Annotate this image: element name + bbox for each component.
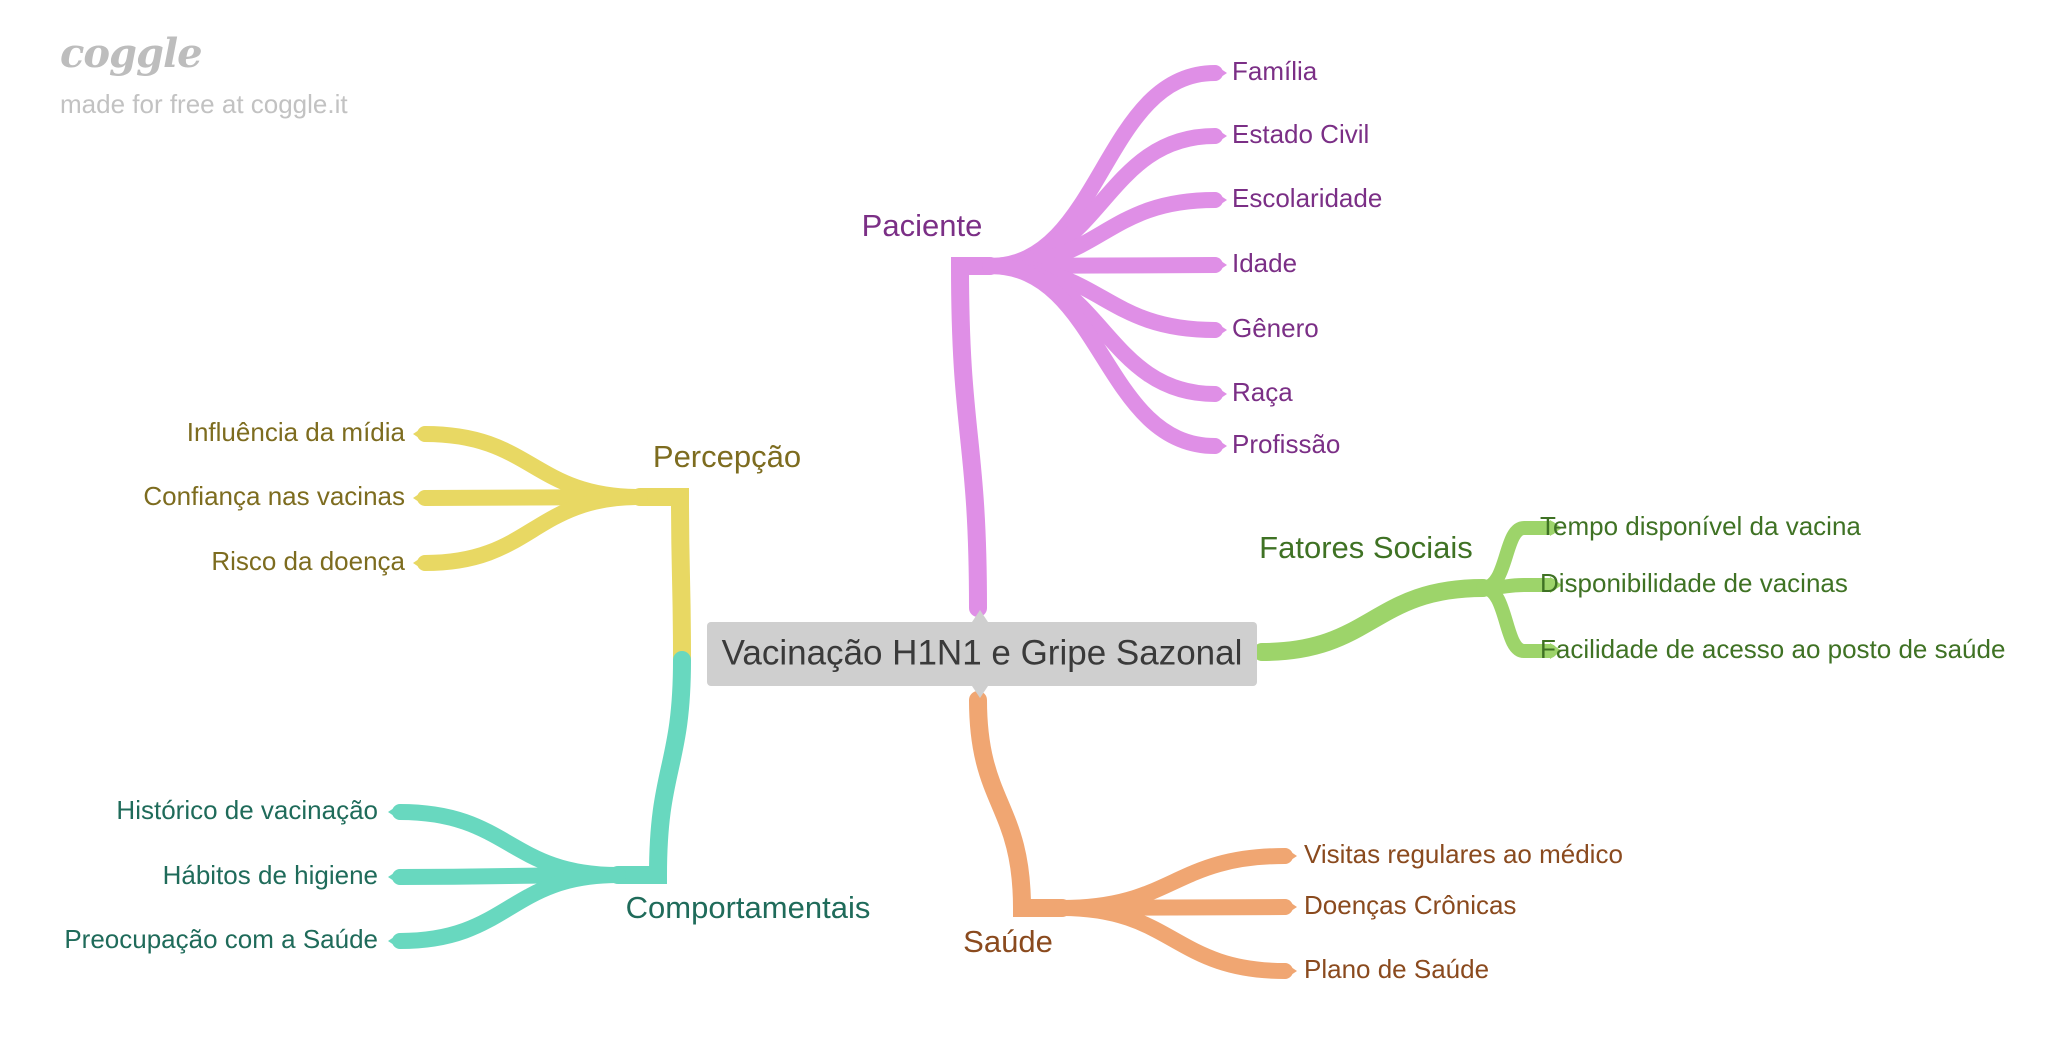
estado-civil-tip bbox=[1215, 128, 1227, 144]
branch-saude-label[interactable]: Saúde bbox=[963, 924, 1053, 959]
habitos-de-higiene-tip bbox=[388, 869, 400, 885]
confianca-nas-vacinas-tip bbox=[413, 490, 425, 506]
estado-civil-label[interactable]: Estado Civil bbox=[1232, 119, 1369, 149]
familia-tip bbox=[1215, 65, 1227, 81]
disponibilidade-de-vacinas-label[interactable]: Disponibilidade de vacinas bbox=[1540, 568, 1848, 598]
visitas-regulares-ao-medico-label[interactable]: Visitas regulares ao médico bbox=[1304, 839, 1623, 869]
historico-de-vacinacao-connector bbox=[392, 804, 626, 883]
risco-da-doenca-connector bbox=[417, 489, 648, 571]
branch-percepcao-label[interactable]: Percepção bbox=[653, 439, 801, 474]
profissao-label[interactable]: Profissão bbox=[1232, 429, 1340, 459]
branch-paciente-label[interactable]: Paciente bbox=[862, 208, 983, 243]
profissao-connector bbox=[982, 258, 1223, 454]
raca-tip bbox=[1215, 386, 1227, 402]
preocupacao-com-a-saude-label[interactable]: Preocupação com a Saúde bbox=[64, 924, 378, 954]
central-node-top-notch bbox=[972, 610, 988, 622]
genero-tip bbox=[1215, 322, 1227, 338]
tempo-disponivel-da-vacina-tip bbox=[1550, 520, 1562, 536]
saude-stem bbox=[969, 691, 1071, 917]
coggle-watermark: coggle made for free at coggle.it bbox=[60, 30, 348, 120]
comportamentais-stem bbox=[609, 651, 691, 884]
fatores-sociais-stem bbox=[1253, 579, 1492, 661]
doencas-cronicas-label[interactable]: Doenças Crônicas bbox=[1304, 890, 1516, 920]
escolaridade-label[interactable]: Escolaridade bbox=[1232, 183, 1382, 213]
confianca-nas-vacinas-label[interactable]: Confiança nas vacinas bbox=[143, 481, 405, 511]
influencia-da-midia-label[interactable]: Influência da mídia bbox=[187, 417, 406, 447]
watermark-subtitle: made for free at coggle.it bbox=[60, 89, 348, 119]
historico-de-vacinacao-tip bbox=[388, 804, 400, 820]
central-node-bottom-notch bbox=[972, 686, 988, 698]
branch-comportamentais-label[interactable]: Comportamentais bbox=[626, 890, 871, 925]
idade-tip bbox=[1215, 257, 1227, 273]
percepcao-stem bbox=[631, 488, 691, 667]
idade-label[interactable]: Idade bbox=[1232, 248, 1297, 278]
paciente-stem bbox=[950, 257, 999, 617]
risco-da-doenca-label[interactable]: Risco da doença bbox=[211, 546, 405, 576]
tempo-disponivel-da-vacina-label[interactable]: Tempo disponível da vacina bbox=[1540, 511, 1861, 541]
coggle-logo: coggle bbox=[60, 30, 203, 77]
historico-de-vacinacao-label[interactable]: Histórico de vacinação bbox=[116, 795, 378, 825]
branch-fatores-sociais-label[interactable]: Fatores Sociais bbox=[1259, 530, 1473, 565]
influencia-da-midia-connector bbox=[417, 426, 648, 505]
disponibilidade-de-vacinas-tip bbox=[1550, 577, 1562, 593]
visitas-regulares-ao-medico-tip bbox=[1285, 848, 1297, 864]
genero-label[interactable]: Gênero bbox=[1232, 313, 1319, 343]
doencas-cronicas-tip bbox=[1285, 899, 1297, 915]
profissao-tip bbox=[1215, 438, 1227, 454]
escolaridade-tip bbox=[1215, 192, 1227, 208]
facilidade-de-acesso-ao-posto-de-saude-tip bbox=[1550, 643, 1562, 659]
central-node[interactable] bbox=[707, 622, 1257, 686]
raca-label[interactable]: Raça bbox=[1232, 377, 1293, 407]
plano-de-saude-label[interactable]: Plano de Saúde bbox=[1304, 954, 1489, 984]
influencia-da-midia-tip bbox=[413, 426, 425, 442]
facilidade-de-acesso-ao-posto-de-saude-connector bbox=[1476, 581, 1557, 658]
central-node-label[interactable]: Vacinação H1N1 e Gripe Sazonal bbox=[722, 633, 1243, 672]
plano-de-saude-connector bbox=[1054, 900, 1293, 979]
risco-da-doenca-tip bbox=[413, 555, 425, 571]
habitos-de-higiene-label[interactable]: Hábitos de higiene bbox=[163, 860, 378, 890]
preocupacao-com-a-saude-tip bbox=[388, 933, 400, 949]
preocupacao-com-a-saude-connector bbox=[392, 867, 626, 949]
familia-label[interactable]: Família bbox=[1232, 56, 1318, 86]
plano-de-saude-tip bbox=[1285, 963, 1297, 979]
facilidade-de-acesso-ao-posto-de-saude-label[interactable]: Facilidade de acesso ao posto de saúde bbox=[1540, 634, 2005, 664]
